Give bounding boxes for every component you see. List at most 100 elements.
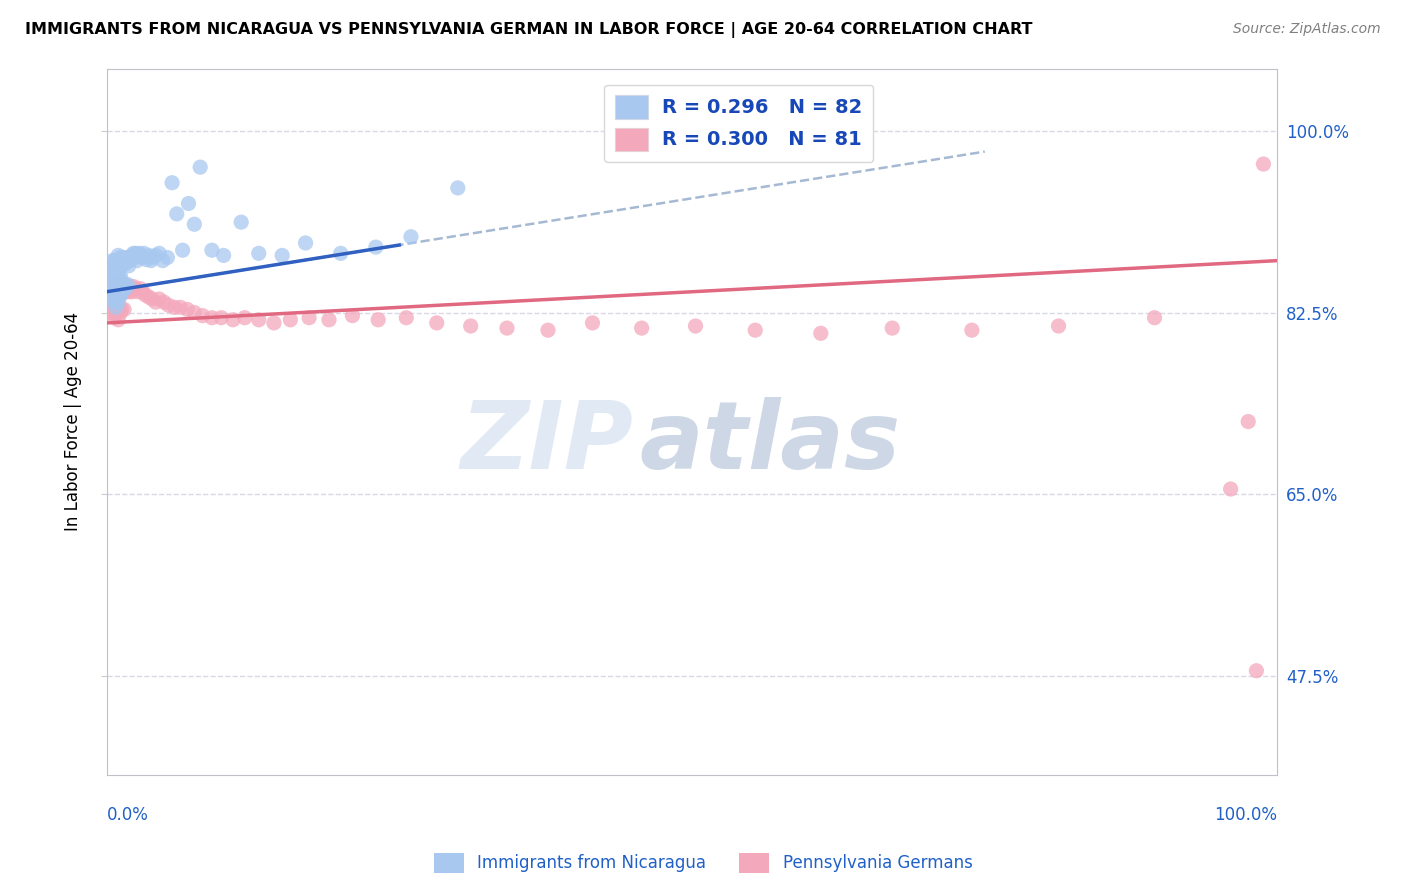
Text: atlas: atlas <box>640 397 901 489</box>
Point <box>117 251 139 265</box>
Point <box>103 290 125 304</box>
Point <box>124 251 146 265</box>
Point <box>118 259 141 273</box>
Point <box>107 313 129 327</box>
Point <box>103 274 125 288</box>
Point <box>107 277 129 292</box>
Text: ZIP: ZIP <box>461 397 634 489</box>
Point <box>148 246 170 260</box>
Point <box>104 301 127 315</box>
Point <box>183 305 205 319</box>
Point <box>100 259 122 273</box>
Point <box>104 274 127 288</box>
Point <box>139 253 162 268</box>
Point <box>141 292 163 306</box>
Point <box>112 277 135 292</box>
Point <box>131 251 153 265</box>
Point <box>120 282 142 296</box>
Point <box>135 252 157 267</box>
Point <box>1253 157 1275 171</box>
Point <box>117 282 139 296</box>
Point <box>138 290 160 304</box>
Point <box>115 279 138 293</box>
Point <box>115 253 138 268</box>
Point <box>166 207 188 221</box>
Point <box>1237 415 1260 429</box>
Point <box>104 295 127 310</box>
Point <box>110 269 132 284</box>
Point <box>104 285 127 299</box>
Point <box>231 215 253 229</box>
Point <box>108 301 131 315</box>
Point <box>148 292 170 306</box>
Point <box>101 279 124 293</box>
Point <box>107 298 129 312</box>
Point <box>160 176 183 190</box>
Point <box>426 316 449 330</box>
Point <box>114 257 136 271</box>
Text: IMMIGRANTS FROM NICARAGUA VS PENNSYLVANIA GERMAN IN LABOR FORCE | AGE 20-64 CORR: IMMIGRANTS FROM NICARAGUA VS PENNSYLVANI… <box>25 22 1033 38</box>
Point <box>103 282 125 296</box>
Point <box>118 279 141 293</box>
Point <box>105 290 128 304</box>
Point <box>157 298 180 312</box>
Point <box>298 310 321 325</box>
Point <box>104 259 127 273</box>
Point <box>98 301 121 315</box>
Point <box>810 326 832 341</box>
Point <box>122 246 145 260</box>
Point <box>97 290 120 304</box>
Point <box>122 279 145 293</box>
Point <box>247 246 270 260</box>
Point <box>201 310 224 325</box>
Point <box>153 295 176 310</box>
Point <box>201 244 224 258</box>
Point <box>110 282 132 296</box>
Point <box>247 313 270 327</box>
Point <box>630 321 652 335</box>
Point <box>101 269 124 284</box>
Point <box>127 248 149 262</box>
Point <box>104 279 127 293</box>
Point <box>128 246 150 260</box>
Point <box>280 313 302 327</box>
Point <box>233 310 256 325</box>
Point <box>121 285 143 299</box>
Point <box>882 321 904 335</box>
Legend: R = 0.296   N = 82, R = 0.300   N = 81: R = 0.296 N = 82, R = 0.300 N = 81 <box>605 85 873 161</box>
Point <box>263 316 285 330</box>
Point <box>1246 664 1268 678</box>
Point <box>110 288 132 302</box>
Point <box>177 196 200 211</box>
Point <box>104 269 127 284</box>
Point <box>112 251 135 265</box>
Point <box>120 251 142 265</box>
Point <box>100 285 122 299</box>
Point <box>104 295 127 310</box>
Point <box>105 269 128 284</box>
Point <box>163 301 186 315</box>
Point <box>212 248 235 262</box>
Point <box>169 301 191 315</box>
Point <box>107 279 129 293</box>
Point <box>108 279 131 293</box>
Point <box>104 279 127 293</box>
Point <box>152 253 174 268</box>
Point <box>496 321 519 335</box>
Legend: Immigrants from Nicaragua, Pennsylvania Germans: Immigrants from Nicaragua, Pennsylvania … <box>427 847 979 880</box>
Point <box>111 259 134 273</box>
Point <box>111 279 134 293</box>
Point <box>110 305 132 319</box>
Point <box>172 244 194 258</box>
Point <box>191 309 214 323</box>
Point <box>108 290 131 304</box>
Point <box>960 323 983 337</box>
Point <box>103 259 125 273</box>
Text: 100.0%: 100.0% <box>1215 806 1278 824</box>
Point <box>111 285 134 299</box>
Point <box>537 323 560 337</box>
Point <box>125 246 148 260</box>
Point <box>121 248 143 262</box>
Point <box>112 277 135 292</box>
Point <box>111 253 134 268</box>
